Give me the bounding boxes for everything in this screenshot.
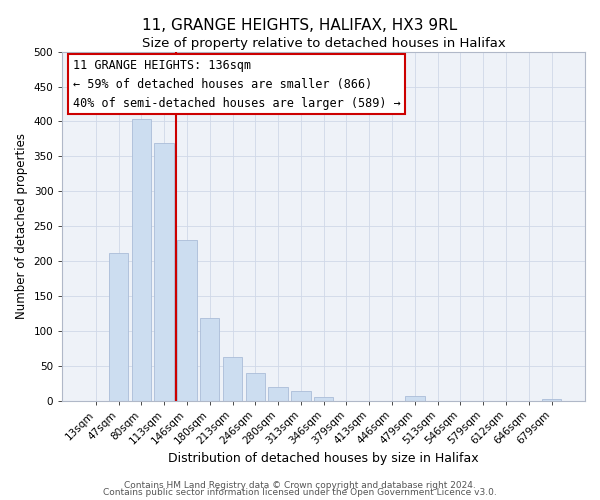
Title: Size of property relative to detached houses in Halifax: Size of property relative to detached ho… [142, 38, 506, 51]
Bar [268, 386, 288, 400]
Bar [405, 396, 425, 400]
Bar [200, 318, 220, 400]
Text: 11, GRANGE HEIGHTS, HALIFAX, HX3 9RL: 11, GRANGE HEIGHTS, HALIFAX, HX3 9RL [142, 18, 458, 32]
Text: Contains public sector information licensed under the Open Government Licence v3: Contains public sector information licen… [103, 488, 497, 497]
Bar [245, 374, 265, 400]
Bar [291, 391, 311, 400]
Bar [109, 252, 128, 400]
Bar [314, 397, 334, 400]
Bar [542, 399, 561, 400]
Y-axis label: Number of detached properties: Number of detached properties [15, 133, 28, 319]
X-axis label: Distribution of detached houses by size in Halifax: Distribution of detached houses by size … [169, 452, 479, 465]
Text: Contains HM Land Registry data © Crown copyright and database right 2024.: Contains HM Land Registry data © Crown c… [124, 480, 476, 490]
Text: 11 GRANGE HEIGHTS: 136sqm
← 59% of detached houses are smaller (866)
40% of semi: 11 GRANGE HEIGHTS: 136sqm ← 59% of detac… [73, 58, 401, 110]
Bar [223, 356, 242, 401]
Bar [154, 143, 174, 401]
Bar [177, 240, 197, 400]
Bar [131, 120, 151, 400]
